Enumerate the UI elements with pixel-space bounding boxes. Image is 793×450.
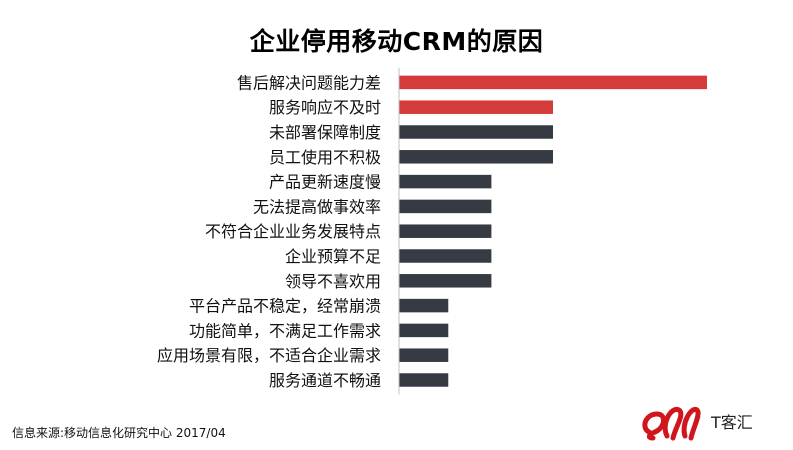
bar xyxy=(399,274,492,288)
category-label: 功能简单，不满足工作需求 xyxy=(189,321,381,340)
bar xyxy=(399,348,449,362)
bar xyxy=(399,298,449,313)
bar xyxy=(399,174,492,189)
chart-title: 企业停用移动CRM的原因 xyxy=(249,27,544,56)
bar xyxy=(399,75,707,90)
category-label: 领导不喜欢用 xyxy=(285,272,381,291)
category-label: 应用场景有限，不适合企业需求 xyxy=(157,346,381,365)
bar xyxy=(399,100,553,114)
category-label: 无法提高做事效率 xyxy=(253,197,381,216)
bar xyxy=(399,373,449,387)
category-label: 不符合企业业务发展特点 xyxy=(205,222,381,241)
bar xyxy=(399,199,492,214)
category-label: 服务响应不及时 xyxy=(269,98,381,117)
logo-text: T客汇 xyxy=(710,413,753,432)
category-label: 产品更新速度慢 xyxy=(269,173,381,192)
bar xyxy=(399,125,553,139)
source-note: 信息来源:移动信息化研究中心 2017/04 xyxy=(12,426,226,440)
category-label: 企业预算不足 xyxy=(285,247,381,266)
bar xyxy=(399,323,449,338)
category-label: 未部署保障制度 xyxy=(269,123,381,142)
category-label: 员工使用不积极 xyxy=(269,148,381,167)
category-label: 服务通道不畅通 xyxy=(269,371,381,390)
bar xyxy=(399,150,553,164)
bar xyxy=(399,249,492,263)
category-label: 平台产品不稳定，经常崩溃 xyxy=(189,297,381,316)
category-label: 售后解决问题能力差 xyxy=(237,73,381,92)
bar xyxy=(399,224,492,238)
tkehui-logo: T客汇 xyxy=(642,406,753,441)
